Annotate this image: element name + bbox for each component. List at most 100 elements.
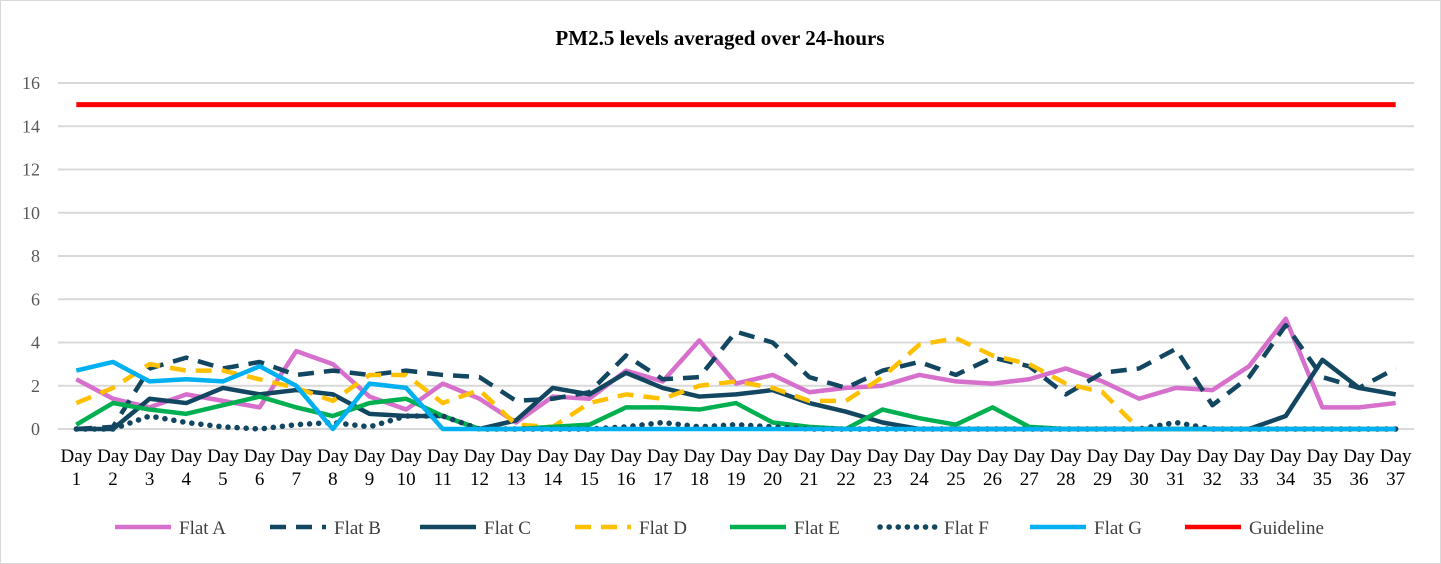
x-tick-number: 13 (507, 469, 526, 490)
legend-item: Flat A (115, 518, 226, 539)
x-tick-number: 17 (653, 469, 672, 490)
x-tick-label: Day 7 (280, 446, 312, 490)
x-tick-number: 19 (727, 469, 746, 490)
x-tick-number: 8 (328, 469, 338, 490)
x-tick-label: Day 15 (574, 446, 606, 490)
x-tick-number: 15 (580, 469, 599, 490)
x-tick-word: Day (1307, 446, 1339, 467)
x-tick-number: 31 (1166, 469, 1185, 490)
x-tick-word: Day (1197, 446, 1229, 467)
x-tick-label: Day 13 (500, 446, 532, 490)
x-tick-label: Day 30 (1123, 446, 1155, 490)
y-tick-label: 8 (31, 246, 40, 266)
x-tick-word: Day (134, 446, 166, 467)
x-tick-label: Day 2 (97, 446, 129, 490)
chart-title: PM2.5 levels averaged over 24-hours (555, 26, 884, 50)
legend-label: Flat E (794, 518, 840, 539)
x-tick-label: Day 19 (720, 446, 752, 490)
x-tick-word: Day (1233, 446, 1265, 467)
x-tick-word: Day (244, 446, 276, 467)
x-tick-label: Day 12 (464, 446, 496, 490)
x-tick-number: 25 (946, 469, 965, 490)
series-line-flat-f (73, 413, 1399, 432)
x-tick-label: Day 1 (60, 446, 92, 490)
y-tick-label: 0 (31, 419, 40, 439)
x-tick-word: Day (903, 446, 935, 467)
x-tick-number: 33 (1240, 469, 1259, 490)
x-tick-number: 23 (873, 469, 892, 490)
x-tick-number: 6 (255, 469, 265, 490)
x-tick-label: Day 33 (1233, 446, 1265, 490)
x-tick-number: 32 (1203, 469, 1222, 490)
x-tick-label: Day 11 (427, 446, 459, 490)
x-tick-label: Day 32 (1197, 446, 1229, 490)
x-tick-label: Day 5 (207, 446, 239, 490)
x-tick-label: Day 28 (1050, 446, 1082, 490)
legend-label: Flat A (179, 518, 226, 539)
x-tick-word: Day (867, 446, 899, 467)
x-tick-number: 2 (108, 469, 118, 490)
legend-label: Flat F (944, 518, 989, 539)
legend-item: Flat E (730, 518, 840, 539)
x-tick-word: Day (390, 446, 422, 467)
legend-item: Guideline (1185, 518, 1324, 539)
x-tick-number: 12 (470, 469, 489, 490)
x-tick-word: Day (1380, 446, 1412, 467)
x-tick-word: Day (537, 446, 569, 467)
x-tick-word: Day (280, 446, 312, 467)
x-tick-number: 1 (72, 469, 82, 490)
x-tick-word: Day (1013, 446, 1045, 467)
x-tick-label: Day 17 (647, 446, 679, 490)
x-tick-number: 3 (145, 469, 155, 490)
x-tick-number: 34 (1276, 469, 1296, 490)
x-tick-word: Day (977, 446, 1009, 467)
x-tick-number: 30 (1130, 469, 1149, 490)
x-tick-number: 4 (182, 469, 192, 490)
x-tick-number: 16 (617, 469, 636, 490)
x-tick-word: Day (60, 446, 92, 467)
x-tick-label: Day 10 (390, 446, 422, 490)
x-tick-word: Day (647, 446, 679, 467)
legend-label: Flat D (639, 518, 687, 539)
x-tick-word: Day (830, 446, 862, 467)
x-tick-label: Day 35 (1307, 446, 1339, 490)
x-tick-number: 21 (800, 469, 819, 490)
x-tick-number: 28 (1056, 469, 1075, 490)
x-tick-word: Day (793, 446, 825, 467)
x-tick-label: Day 18 (684, 446, 716, 490)
x-tick-word: Day (354, 446, 386, 467)
y-tick-label: 4 (31, 333, 40, 353)
x-tick-word: Day (757, 446, 789, 467)
x-tick-number: 18 (690, 469, 709, 490)
x-tick-word: Day (427, 446, 459, 467)
x-tick-word: Day (1123, 446, 1155, 467)
y-tick-label: 10 (22, 203, 40, 223)
x-tick-word: Day (1343, 446, 1375, 467)
x-tick-word: Day (207, 446, 239, 467)
x-tick-word: Day (317, 446, 349, 467)
x-tick-word: Day (464, 446, 496, 467)
legend-item: Flat B (270, 518, 381, 539)
x-tick-word: Day (574, 446, 606, 467)
x-tick-label: Day 4 (170, 446, 202, 490)
x-tick-label: Day 8 (317, 446, 349, 490)
x-tick-number: 35 (1313, 469, 1332, 490)
y-tick-label: 6 (31, 289, 40, 309)
x-tick-number: 5 (218, 469, 228, 490)
x-tick-label: Day 26 (977, 446, 1009, 490)
x-tick-number: 37 (1386, 469, 1405, 490)
x-tick-word: Day (97, 446, 129, 467)
x-tick-number: 20 (763, 469, 782, 490)
x-tick-number: 10 (397, 469, 416, 490)
x-tick-label: Day 14 (537, 446, 569, 490)
x-tick-label: Day 22 (830, 446, 862, 490)
x-tick-word: Day (1160, 446, 1192, 467)
x-tick-word: Day (940, 446, 972, 467)
y-tick-label: 12 (22, 160, 40, 180)
x-tick-word: Day (610, 446, 642, 467)
x-tick-number: 26 (983, 469, 1002, 490)
series-line-flat-a (75, 316, 1396, 425)
